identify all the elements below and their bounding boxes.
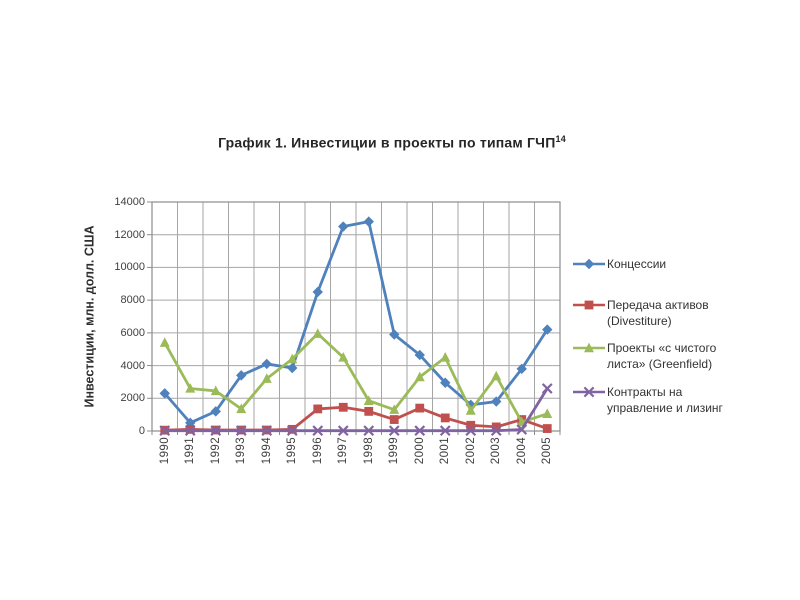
x-tick-label: 1999: [388, 437, 401, 465]
legend-label: Передача активов (Divestiture): [607, 297, 757, 329]
y-tick-label: 6000: [120, 326, 145, 339]
y-tick-label: 12000: [114, 228, 145, 241]
legend-label-line: листа» (Greenfield): [607, 357, 713, 371]
legend-label-line: Контракты на: [607, 385, 683, 399]
chart-title-text: График 1. Инвестиции в проекты по типам …: [218, 134, 556, 151]
x-tick-label: 1993: [235, 437, 248, 465]
series-3-x: [159, 383, 553, 437]
x-tick-label: 1997: [337, 437, 350, 465]
y-tick-label: 4000: [120, 359, 145, 372]
y-tick-label: 14000: [114, 196, 145, 208]
series-2-triangle: [159, 328, 553, 427]
legend-label-line: Концессии: [607, 257, 667, 271]
legend-label: Концессии: [607, 256, 757, 272]
legend-label-line: Проекты «с чистого: [607, 341, 717, 355]
x-tick-label: 2000: [413, 437, 426, 465]
series-0-diamond: [159, 216, 553, 429]
y-tick-label: 2000: [120, 392, 145, 405]
y-tick-label: 0: [138, 425, 145, 437]
x-tick-label: 2003: [490, 437, 503, 465]
x-tick-label: 1995: [286, 437, 299, 465]
legend-diamond-marker-icon: [573, 258, 605, 270]
x-tick-label: 1991: [184, 437, 197, 465]
x-tick-label: 1990: [158, 437, 171, 465]
x-tick-label: 1992: [209, 437, 222, 465]
y-tick-label: 10000: [114, 261, 145, 274]
legend-label: Контракты на управление и лизинг: [607, 384, 757, 416]
chart-title: График 1. Инвестиции в проекты по типам …: [0, 134, 784, 151]
x-tick-label: 2002: [464, 437, 477, 465]
legend-label-line: (Divestiture): [607, 314, 672, 328]
legend-triangle-marker-icon: [573, 342, 605, 353]
x-tick-label: 2001: [439, 437, 452, 465]
x-tick-label: 1996: [311, 437, 324, 465]
legend-label: Проекты «с чистого листа» (Greenfield): [607, 340, 757, 372]
legend-label-line: Передача активов: [607, 298, 709, 312]
x-tick-label: 1998: [362, 437, 375, 465]
legend-x-marker-icon: [573, 386, 605, 398]
x-tick-label: 2004: [515, 437, 528, 465]
chart-title-footnote-ref: 14: [555, 134, 566, 144]
legend-label-line: управление и лизинг: [607, 401, 723, 415]
legend-square-marker-icon: [573, 300, 605, 310]
x-tick-label: 1994: [260, 437, 273, 465]
x-tick-label: 2005: [541, 437, 554, 465]
y-tick-label: 8000: [120, 294, 145, 307]
